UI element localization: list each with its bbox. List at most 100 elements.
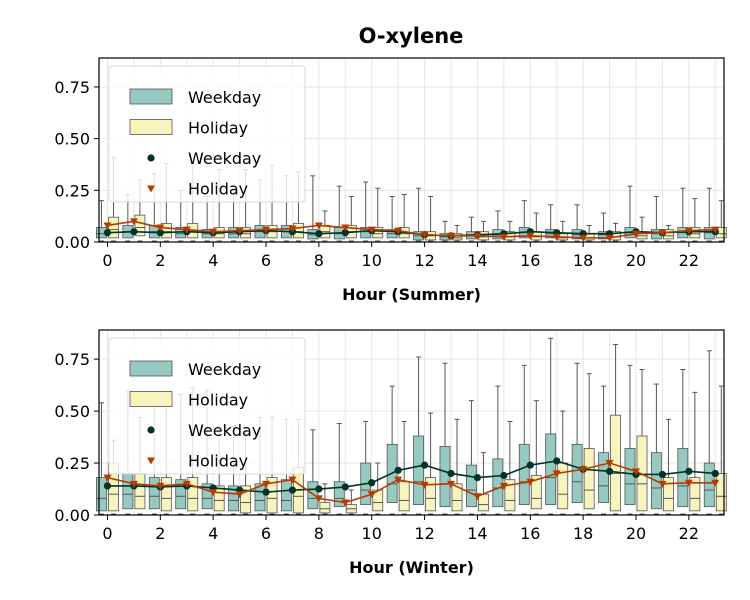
y-tick-label: 0.25 <box>54 454 90 473</box>
holiday-mean-point <box>341 224 350 232</box>
x-tick-label: 8 <box>314 251 324 270</box>
x-tick-label: 10 <box>362 251 382 270</box>
holiday-box <box>451 483 463 512</box>
legend-weekday-box-label: Weekday <box>188 360 261 379</box>
plot-frame <box>98 57 725 243</box>
holiday-mean-point <box>420 231 429 239</box>
y-tick-label: 0.75 <box>54 350 90 369</box>
holiday-mean-point <box>631 230 640 238</box>
holiday-mean-point <box>129 218 138 226</box>
legend-weekday-mean-swatch <box>147 154 155 162</box>
y-tick-label: 0.50 <box>54 402 90 421</box>
weekday-mean-point <box>315 485 323 493</box>
legend-holiday-box-swatch <box>129 391 173 407</box>
weekday-box <box>492 458 504 508</box>
holiday-box <box>663 477 674 512</box>
legend-weekday-mean-label: Weekday <box>188 149 261 168</box>
holiday-mean-point <box>552 470 561 478</box>
holiday-mean-point <box>209 489 218 497</box>
holiday-box <box>425 477 437 512</box>
x-tick-label: 0 <box>102 251 112 270</box>
weekday-box <box>307 481 319 510</box>
holiday-mean-point <box>499 233 508 241</box>
y-tick-label: 0.00 <box>54 506 90 525</box>
legend-weekday-box-swatch <box>129 360 173 377</box>
weekday-box <box>545 433 557 506</box>
holiday-mean-point <box>314 495 323 503</box>
x-tick-label: 0 <box>102 524 112 543</box>
weekday-mean-point <box>288 486 297 494</box>
legend-holiday-mean-swatch <box>147 457 155 465</box>
weekday-mean-point <box>315 230 323 238</box>
x-tick-label: 16 <box>520 524 540 543</box>
x-tick-label: 12 <box>414 524 434 543</box>
weekday-mean-point <box>420 461 429 469</box>
holiday-mean-point <box>341 499 350 507</box>
legend-holiday-box-label: Holiday <box>188 119 248 138</box>
y-tick-label: 0.00 <box>54 233 90 252</box>
weekday-mean-point <box>262 488 270 496</box>
x-tick-label: 4 <box>208 251 218 270</box>
weekday-mean-point <box>394 466 402 474</box>
weekday-box <box>518 443 530 506</box>
weekday-box <box>254 483 266 512</box>
weekday-mean-line <box>107 460 716 493</box>
weekday-mean-point <box>103 229 112 237</box>
weekday-mean-point <box>368 479 376 487</box>
holiday-box <box>530 475 542 510</box>
holiday-mean-point <box>711 479 720 487</box>
weekday-box <box>465 464 477 508</box>
holiday-mean-point <box>684 479 693 487</box>
x-tick-label: 2 <box>155 251 165 270</box>
holiday-mean-point <box>182 226 191 234</box>
holiday-mean-line <box>107 462 716 504</box>
weekday-mean-point <box>526 461 534 469</box>
holiday-mean-point <box>473 232 482 240</box>
holiday-mean-point <box>367 226 376 234</box>
legend-holiday-box-label: Holiday <box>188 391 248 410</box>
legend-holiday-mean-swatch <box>147 185 155 193</box>
holiday-mean-point <box>605 460 614 468</box>
x-tick-label: 20 <box>626 524 646 543</box>
holiday-mean-point <box>447 232 456 240</box>
weekday-mean-point <box>605 467 614 475</box>
holiday-mean-point <box>658 480 667 488</box>
weekday-box <box>677 448 689 508</box>
holiday-mean-point <box>235 227 244 235</box>
holiday-mean-point <box>526 232 535 240</box>
holiday-mean-point <box>499 482 508 490</box>
x-tick-label: 14 <box>467 524 487 543</box>
weekday-mean-point <box>130 228 138 236</box>
holiday-mean-point <box>631 468 640 476</box>
legend-weekday-box-swatch <box>129 88 173 105</box>
weekday-box <box>281 479 292 512</box>
weekday-box <box>96 477 107 512</box>
weekday-box <box>703 462 715 508</box>
holiday-mean-point <box>394 227 403 235</box>
x-tick-label: 4 <box>208 524 218 543</box>
holiday-box <box>319 502 331 514</box>
holiday-mean-point <box>314 222 323 230</box>
holiday-box <box>478 493 489 512</box>
holiday-mean-point <box>182 480 191 488</box>
x-tick-label: 10 <box>362 524 382 543</box>
holiday-mean-point <box>129 480 138 488</box>
x-tick-label: 6 <box>261 251 271 270</box>
holiday-mean-point <box>156 482 165 490</box>
weekday-mean-point <box>685 467 693 475</box>
x-tick-label: 18 <box>573 524 593 543</box>
x-tick-label: 20 <box>626 251 646 270</box>
chart-title: O-xylene <box>359 24 464 48</box>
weekday-mean-point <box>500 471 508 480</box>
plot-frame <box>98 329 725 516</box>
holiday-mean-point <box>288 476 297 484</box>
y-tick-label: 0.25 <box>54 181 90 200</box>
holiday-mean-point <box>447 480 456 488</box>
winter-panel: 0.00 0.25 0.50 0.75 0 2 4 6 8 10 12 14 16 18 20 22 Hour … <box>54 329 727 577</box>
y-tick-label: 0.75 <box>54 78 90 97</box>
weekday-mean-point <box>341 229 349 237</box>
weekday-mean-point <box>447 469 455 478</box>
x-tick-label: 14 <box>467 251 487 270</box>
legend-holiday-mean-label: Holiday <box>188 452 248 471</box>
holiday-mean-point <box>684 227 693 235</box>
